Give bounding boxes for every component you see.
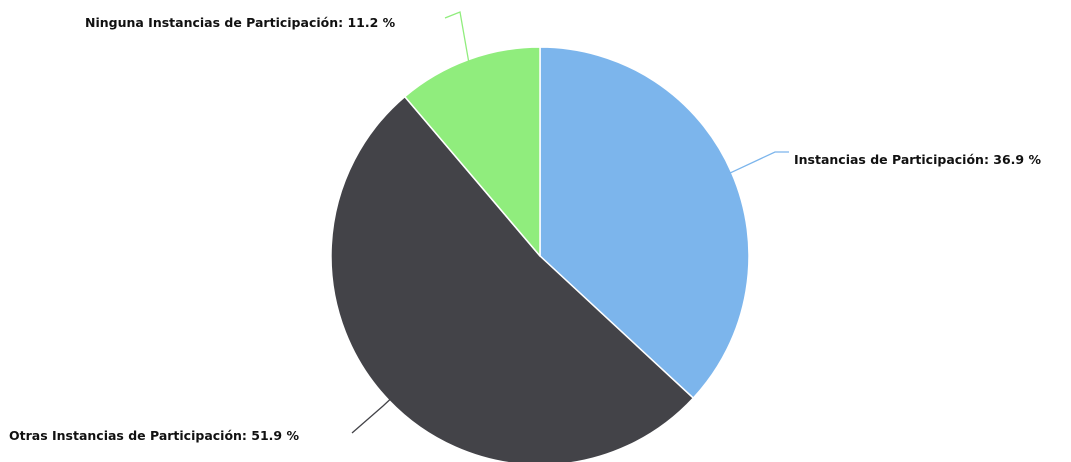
- connector-instancias: [729, 151, 789, 174]
- label-connectors: [351, 11, 789, 434]
- data-labels: Instancias de Participación: 36.9 % Otra…: [9, 15, 1041, 443]
- data-label-instancias: Instancias de Participación: 36.9 %: [794, 152, 1041, 167]
- connector-otras-instancias: [351, 398, 391, 434]
- pie-slices: [330, 46, 750, 462]
- data-label-ninguna-instancias: Ninguna Instancias de Participación: 11.…: [85, 15, 396, 30]
- data-label-otras-instancias: Otras Instancias de Participación: 51.9 …: [9, 428, 299, 443]
- connector-ninguna-instancias: [444, 11, 470, 62]
